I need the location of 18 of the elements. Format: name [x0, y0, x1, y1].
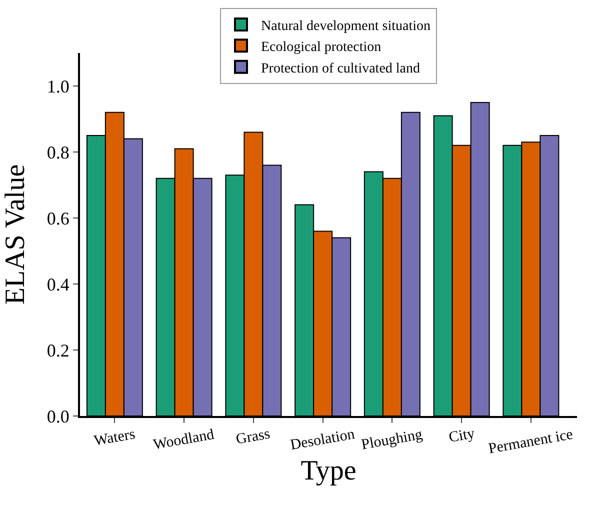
y-tick-label: 0.8 — [46, 142, 70, 162]
y-axis-title: ELAS Value — [0, 164, 31, 305]
y-tick-label: 0.0 — [46, 406, 70, 426]
x-tick-label: Grass — [234, 426, 272, 448]
x-tick-label: Permanent ice — [487, 426, 575, 458]
x-tick-label: Waters — [92, 426, 137, 450]
y-tick-label: 0.6 — [46, 208, 70, 228]
x-axis-title: Type — [300, 456, 356, 487]
y-tick-label: 1.0 — [46, 76, 70, 96]
x-tick-label: Woodland — [152, 426, 216, 454]
legend-label: Protection of cultivated land — [261, 61, 420, 76]
legend-label: Ecological protection — [261, 40, 382, 56]
x-tick-label: City — [448, 426, 476, 446]
y-tick-label: 0.2 — [46, 340, 70, 360]
x-tick-label: Desolation — [289, 426, 356, 454]
legend-label: Natural development situation — [261, 18, 431, 34]
y-tick-label: 0.4 — [46, 274, 70, 294]
x-tick-label: Ploughing — [360, 426, 424, 454]
